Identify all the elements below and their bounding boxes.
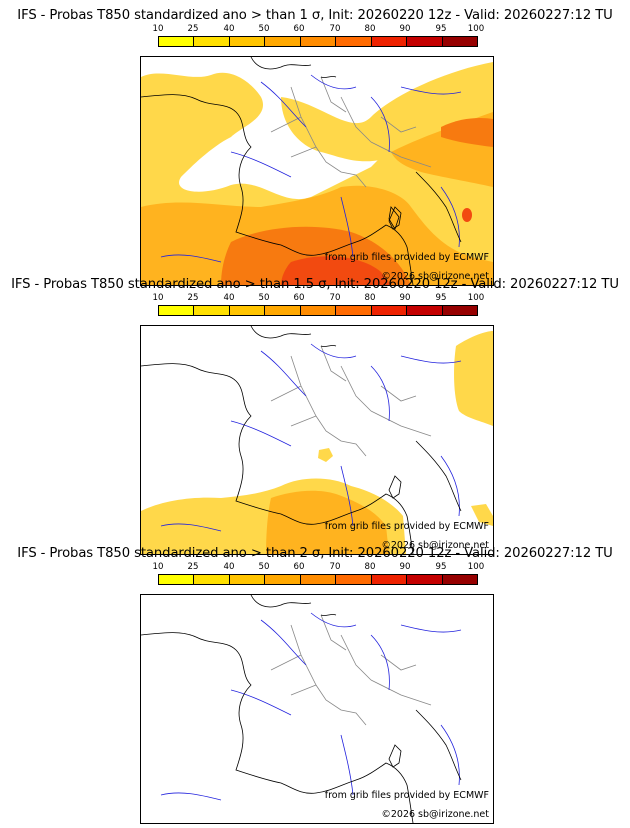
tick-label: 25	[187, 24, 199, 34]
tick-label: 25	[187, 562, 199, 572]
tick-label: 100	[467, 562, 485, 572]
tick-label: 70	[329, 562, 341, 572]
tick-label: 95	[435, 24, 447, 34]
rivers	[160, 74, 462, 263]
corsica-outline	[388, 744, 402, 768]
credit-source: from grib files provided by ECMWF	[324, 790, 489, 801]
tick-label: 10	[152, 562, 164, 572]
tick-label: 70	[329, 24, 341, 34]
map-2sigma: from grib files provided by ECMWF ©2026 …	[140, 594, 494, 824]
credit-copyright: ©2026 sb@irizone.net	[381, 271, 489, 282]
prob-spot-low	[318, 448, 333, 462]
panel-title: IFS - Probas T850 standardized ano > tha…	[17, 8, 613, 23]
colorbar-segment	[159, 306, 195, 315]
colorbar	[158, 36, 478, 47]
colorbar-segment	[336, 37, 372, 46]
tick-label: 40	[223, 562, 235, 572]
prob-spot-max	[462, 208, 472, 222]
tick-label: 60	[293, 562, 305, 572]
colorbar-ticks: 10 25 40 50 60 70 80 90 95 100	[153, 293, 485, 305]
tick-label: 10	[152, 293, 164, 303]
colorbar-segment	[442, 575, 477, 584]
tick-label: 50	[258, 24, 270, 34]
tick-label: 80	[364, 24, 376, 34]
panel-title: IFS - Probas T850 standardized ano > tha…	[17, 546, 613, 561]
colorbar-ticks: 10 25 40 50 60 70 80 90 95 100	[153, 24, 485, 36]
colorbar-segment	[407, 306, 443, 315]
panel-1sigma: IFS - Probas T850 standardized ano > tha…	[0, 8, 630, 286]
credit-source: from grib files provided by ECMWF	[324, 252, 489, 263]
credit-source: from grib files provided by ECMWF	[324, 521, 489, 532]
tick-label: 60	[293, 24, 305, 34]
tick-label: 95	[435, 562, 447, 572]
tick-label: 60	[293, 293, 305, 303]
colorbar-segment	[194, 575, 230, 584]
colorbar-segment	[336, 575, 372, 584]
tick-label: 80	[364, 293, 376, 303]
prob-area-low-west	[141, 132, 201, 167]
colorbar-segment	[194, 306, 230, 315]
colorbar-segment	[407, 575, 443, 584]
tick-label: 90	[399, 293, 411, 303]
colorbar-segment	[229, 306, 266, 315]
colorbar-segment	[407, 37, 443, 46]
tick-label: 100	[467, 24, 485, 34]
colorbar-segment	[229, 37, 266, 46]
colorbar-segment	[265, 306, 301, 315]
tick-label: 40	[223, 24, 235, 34]
colorbar-ticks: 10 25 40 50 60 70 80 90 95 100	[153, 562, 485, 574]
corsica-outline	[388, 475, 402, 499]
credit-copyright: ©2026 sb@irizone.net	[381, 809, 489, 820]
prob-area-low-east	[454, 331, 493, 426]
tick-label: 90	[399, 24, 411, 34]
tick-label: 70	[329, 293, 341, 303]
prob-area-high-east	[441, 117, 493, 147]
country-borders	[270, 76, 432, 188]
panel-2sigma: IFS - Probas T850 standardized ano > tha…	[0, 546, 630, 824]
panel-title: IFS - Probas T850 standardized ano > tha…	[11, 277, 619, 292]
prob-area-low-se	[471, 504, 493, 526]
map-1sigma: from grib files provided by ECMWF ©2026 …	[140, 56, 494, 286]
panel-1-5sigma: IFS - Probas T850 standardized ano > tha…	[0, 277, 630, 555]
colorbar-segment	[300, 37, 337, 46]
prob-area-mid	[266, 490, 389, 554]
colorbar-segment	[265, 575, 301, 584]
tick-label: 10	[152, 24, 164, 34]
country-borders	[270, 614, 432, 726]
prob-area-max	[281, 256, 391, 285]
tick-label: 95	[435, 293, 447, 303]
tick-label: 50	[258, 293, 270, 303]
coastline	[141, 326, 462, 554]
coastline	[141, 595, 462, 823]
colorbar	[158, 574, 478, 585]
colorbar-segment	[442, 306, 477, 315]
colorbar-segment	[229, 575, 266, 584]
tick-label: 80	[364, 562, 376, 572]
colorbar-segment	[159, 575, 195, 584]
tick-label: 40	[223, 293, 235, 303]
map-1-5sigma: from grib files provided by ECMWF ©2026 …	[140, 325, 494, 555]
colorbar-segment	[442, 37, 477, 46]
colorbar-segment	[265, 37, 301, 46]
tick-label: 25	[187, 293, 199, 303]
colorbar-segment	[336, 306, 372, 315]
rivers	[160, 343, 462, 532]
colorbar	[158, 305, 478, 316]
colorbar-segment	[371, 306, 408, 315]
colorbar-segment	[371, 575, 408, 584]
tick-label: 90	[399, 562, 411, 572]
colorbar-segment	[194, 37, 230, 46]
colorbar-segment	[371, 37, 408, 46]
colorbar-segment	[300, 306, 337, 315]
colorbar-segment	[300, 575, 337, 584]
credit-copyright: ©2026 sb@irizone.net	[381, 540, 489, 551]
prob-area-low-north	[281, 62, 493, 162]
rivers	[160, 612, 462, 801]
corsica-outline	[388, 206, 402, 230]
tick-label: 100	[467, 293, 485, 303]
colorbar-segment	[159, 37, 195, 46]
country-borders	[270, 345, 432, 457]
coastline	[141, 57, 462, 285]
tick-label: 50	[258, 562, 270, 572]
